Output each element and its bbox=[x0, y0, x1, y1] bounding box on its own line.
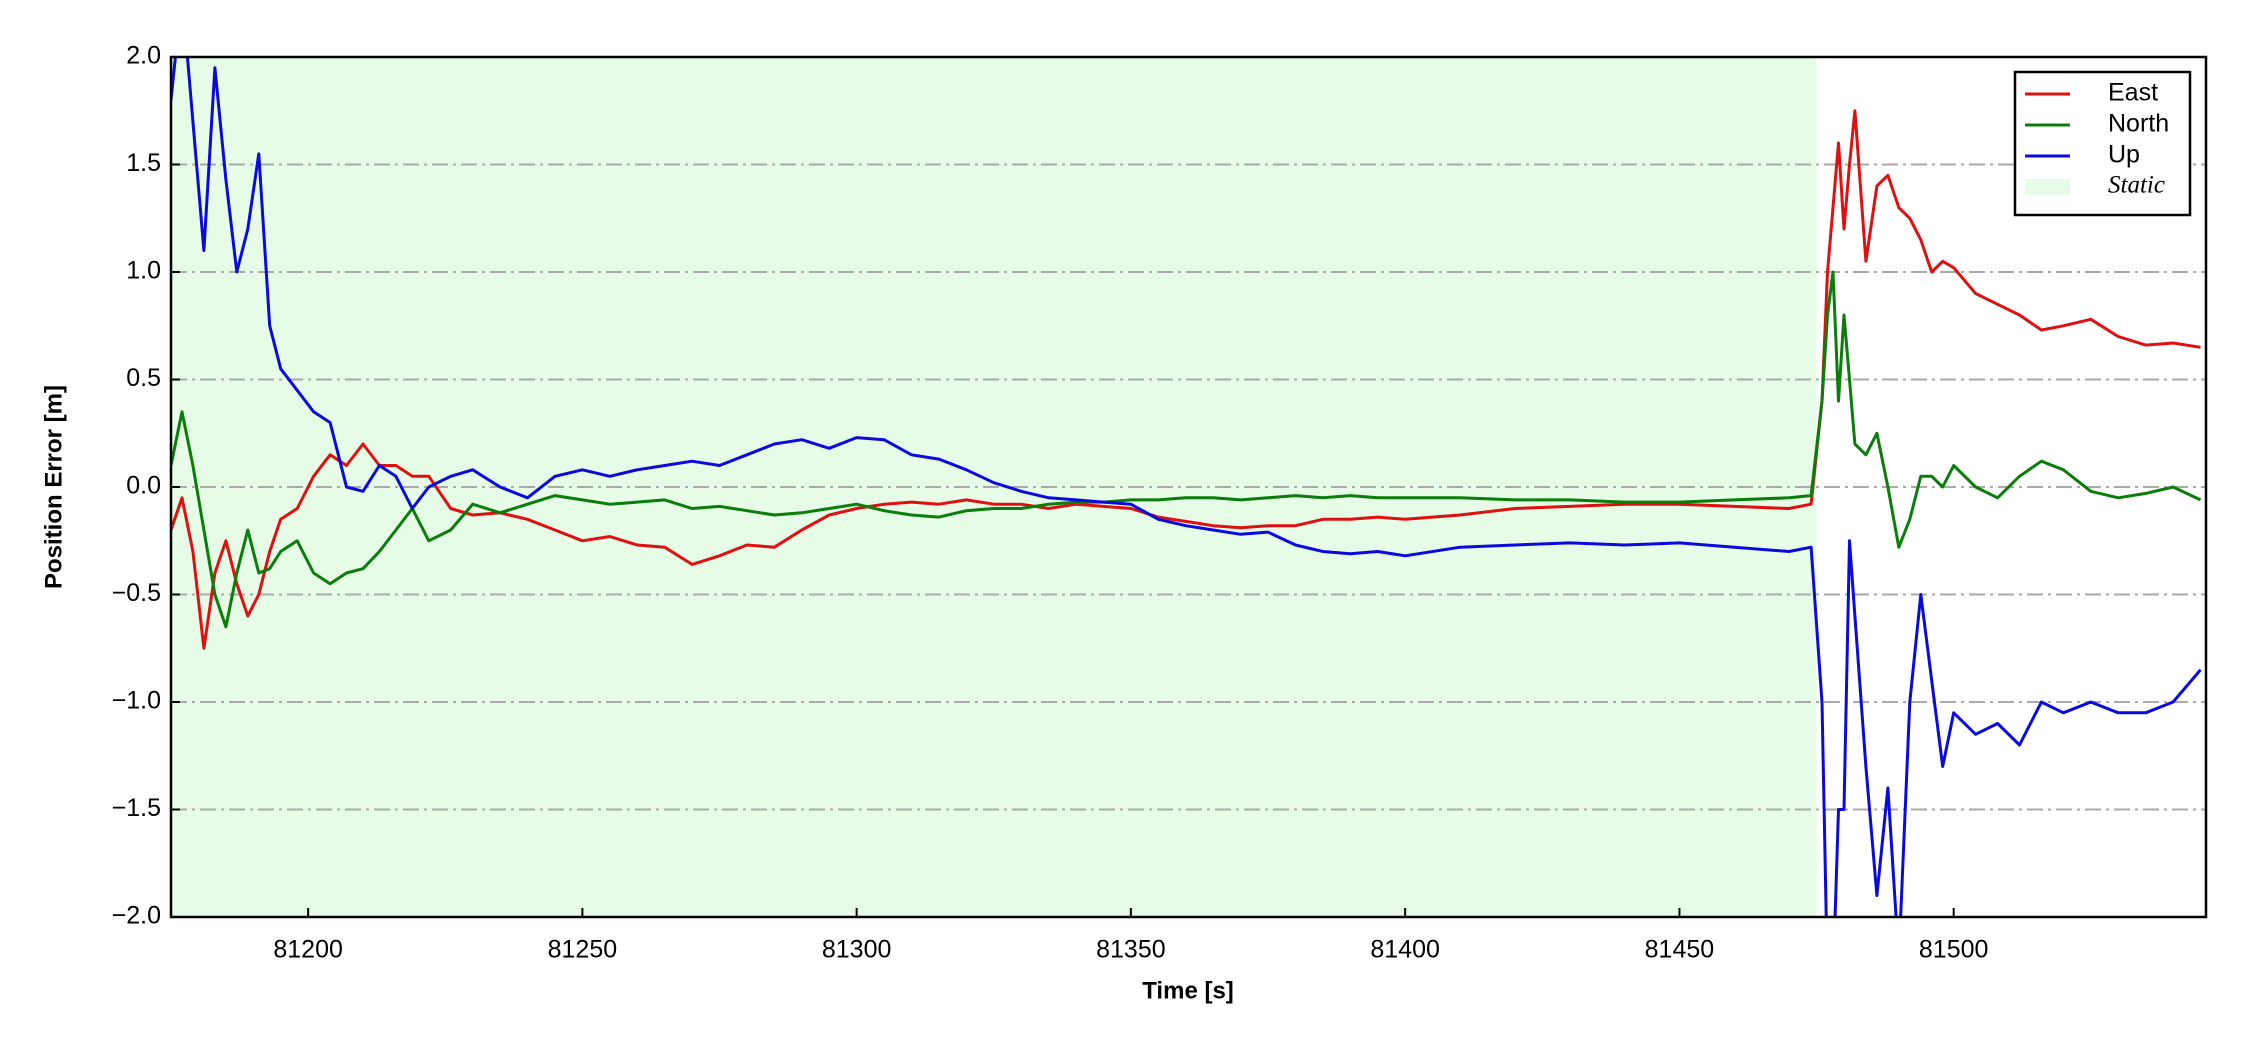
x-tick-label: 81500 bbox=[1919, 936, 1989, 964]
x-tick-label: 81450 bbox=[1645, 936, 1715, 964]
y-axis-label: Position Error [m] bbox=[40, 385, 67, 589]
x-tick-label: 81200 bbox=[273, 936, 343, 964]
y-tick-label: 2.0 bbox=[126, 42, 161, 70]
y-tick-label: 1.5 bbox=[126, 149, 161, 177]
y-tick-label: 1.0 bbox=[126, 257, 161, 285]
series-line bbox=[171, 270, 2202, 629]
x-tick-label: 81250 bbox=[548, 936, 618, 964]
legend-swatch bbox=[2025, 179, 2070, 195]
legend-label: Up bbox=[2108, 141, 2140, 169]
plot-frame bbox=[169, 55, 2208, 919]
y-tick-label: −1.5 bbox=[112, 794, 161, 822]
x-tick-label: 81350 bbox=[1096, 936, 1166, 964]
grid bbox=[171, 163, 2206, 811]
axes: −2.0 −1.5 −1.0 −0.5 0.0 0.5 1.0 1.5 2.0 81200 8125… bbox=[112, 42, 2208, 964]
x-axis-label: Time [s] bbox=[1142, 977, 1234, 1004]
y-tick-label: 0.0 bbox=[126, 472, 161, 500]
x-tick-label: 81300 bbox=[822, 936, 892, 964]
legend: East North Up Static bbox=[2013, 70, 2192, 217]
legend-label: North bbox=[2108, 110, 2169, 138]
y-tick-label: −2.0 bbox=[112, 902, 161, 930]
legend-label: Static bbox=[2108, 172, 2165, 199]
y-tick-label: −1.0 bbox=[112, 687, 161, 715]
y-tick-label: 0.5 bbox=[126, 364, 161, 392]
x-tick-label: 81400 bbox=[1370, 936, 1440, 964]
series-line bbox=[171, 109, 2201, 650]
legend-label: East bbox=[2108, 79, 2158, 107]
y-tick-label: −0.5 bbox=[112, 579, 161, 607]
